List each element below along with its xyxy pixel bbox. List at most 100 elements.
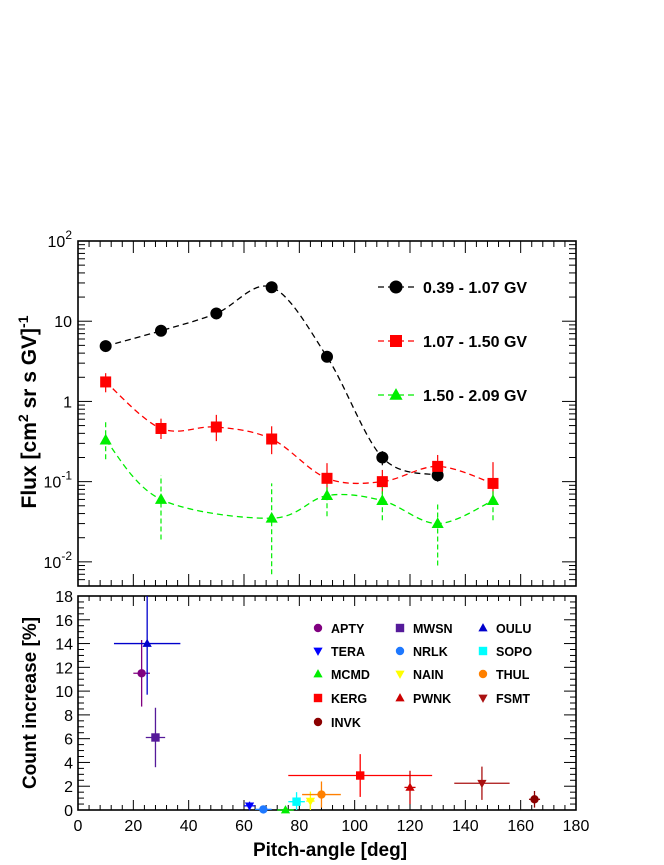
bottom-panel: 0 20 40 60 80 100 120 140 160 180024681012141618 … xyxy=(20,589,589,861)
top-ytick-label-base: 10 xyxy=(48,234,66,251)
bottom-ylabel: Count increase [%] xyxy=(20,617,41,789)
bottom-ytick-label: 16 xyxy=(55,613,73,630)
top-data-point xyxy=(376,476,388,488)
bottom-legend-marker xyxy=(313,717,323,727)
top-data-point xyxy=(265,281,278,294)
bottom-xtick-label: 20 xyxy=(124,818,142,835)
top-ytick-label: 10 xyxy=(54,314,72,331)
top-ylabel-main: Flux [cm xyxy=(18,422,41,508)
top-data-point xyxy=(376,494,389,506)
bottom-legend-label: TERA xyxy=(331,645,365,659)
top-data-point xyxy=(320,489,334,500)
bottom-legend-label: MCMD xyxy=(331,668,370,682)
top-data-point xyxy=(321,472,333,484)
bottom-legend-marker xyxy=(395,693,405,702)
bottom-legend-marker xyxy=(313,623,323,633)
top-data-point xyxy=(210,307,223,320)
bottom-data-point xyxy=(244,802,255,811)
bottom-data-point xyxy=(142,638,152,647)
top-ytick-label-exp: -2 xyxy=(61,549,72,563)
top-data-point xyxy=(432,460,444,472)
bottom-ytick-label: 14 xyxy=(55,637,73,654)
bottom-legend-label: FSMT xyxy=(496,692,530,706)
top-legend-label: 1.50 - 2.09 GV xyxy=(423,388,527,405)
top-ytick-label-base: 10 xyxy=(54,314,72,331)
bottom-xtick-label: 0 xyxy=(74,818,83,835)
bottom-xtick-label: 60 xyxy=(235,818,253,835)
bottom-legend-marker xyxy=(395,646,405,656)
bottom-ytick-label: 18 xyxy=(55,589,73,606)
bottom-data-point xyxy=(530,795,539,804)
top-legend-label: 0.39 - 1.07 GV xyxy=(423,280,527,297)
bottom-ytick-label: 4 xyxy=(64,755,73,772)
bottom-xtick-label: 120 xyxy=(397,818,424,835)
top-ytick-label-base: 10 xyxy=(44,555,62,572)
top-data-point xyxy=(99,433,112,445)
top-ylabel-sup2: -1 xyxy=(15,315,31,328)
bottom-legend-marker xyxy=(478,694,488,703)
top-data-point xyxy=(155,422,167,434)
top-data-point xyxy=(266,433,278,445)
top-data-point xyxy=(376,451,389,464)
bottom-data-point xyxy=(292,797,301,806)
bottom-legend-label: OULU xyxy=(496,622,531,636)
top-ytick-label: 10-2 xyxy=(44,549,73,572)
bottom-legend-label: INVK xyxy=(331,716,361,730)
bottom-data-point xyxy=(317,790,326,799)
bottom-legend-label: SOPO xyxy=(496,645,532,659)
bottom-legend-label: NRLK xyxy=(413,645,448,659)
bottom-ytick-label: 2 xyxy=(64,779,73,796)
top-ytick-label: 102 xyxy=(48,228,73,251)
bottom-ytick-label: 8 xyxy=(64,708,73,725)
bottom-data-point xyxy=(137,669,146,678)
bottom-legend-marker xyxy=(395,623,405,633)
bottom-xtick-label: 40 xyxy=(180,818,198,835)
top-data-point xyxy=(265,511,278,523)
top-data-point xyxy=(155,324,167,337)
bottom-ytick-label: 12 xyxy=(55,660,73,677)
bottom-legend-marker xyxy=(478,623,488,632)
top-data-point xyxy=(487,477,499,489)
bottom-legend-label: NAIN xyxy=(413,668,444,682)
bottom-xtick-label: 180 xyxy=(563,818,590,835)
bottom-ytick-label: 6 xyxy=(64,732,73,749)
top-ylabel-mid: sr s GV] xyxy=(18,328,41,414)
top-axis-ticks xyxy=(77,240,577,587)
bottom-legend: APTY MWSN OULU TERA NRLK SOPO MCMD NAIN THUL KERG… xyxy=(313,622,532,730)
bottom-legend-label: PWNK xyxy=(413,692,451,706)
top-data-point xyxy=(321,350,333,363)
top-legend-marker xyxy=(389,388,403,400)
bottom-data-points xyxy=(113,596,541,814)
top-data-point xyxy=(100,376,112,388)
top-data-point xyxy=(99,340,112,353)
bottom-xtick-label: 100 xyxy=(341,818,368,835)
bottom-xtick-label: 160 xyxy=(507,818,534,835)
top-ylabel: Flux [cm2 sr s GV]-1 xyxy=(15,315,41,508)
bottom-ytick-label: 0 xyxy=(64,803,73,820)
bottom-data-point xyxy=(405,782,415,791)
bottom-legend-marker xyxy=(478,669,488,679)
top-ylabel-sup1: 2 xyxy=(15,414,31,422)
top-data-point xyxy=(431,517,444,528)
bottom-legend-label: APTY xyxy=(331,622,365,636)
top-ytick-label: 1 xyxy=(63,394,72,411)
bottom-legend-marker xyxy=(313,669,323,678)
bottom-legend-marker xyxy=(478,646,488,656)
bottom-tick-labels: 0 20 40 60 80 100 120 140 160 180 0 2 4 6 8 10 12 14 16 18 xyxy=(55,589,589,835)
top-ytick-label-base: 10 xyxy=(44,475,62,492)
bottom-data-point xyxy=(151,733,160,742)
bottom-data-point xyxy=(356,771,365,780)
top-legend-marker xyxy=(390,335,402,347)
bottom-legend-marker xyxy=(313,693,323,703)
top-legend-marker xyxy=(389,280,403,294)
bottom-xtick-label: 80 xyxy=(290,818,308,835)
bottom-legend-marker xyxy=(395,670,405,679)
bottom-data-point xyxy=(280,805,291,814)
top-ytick-label-base: 1 xyxy=(63,394,72,411)
top-data-point xyxy=(154,493,168,504)
bottom-axis-ticks xyxy=(77,595,577,811)
top-ytick-label: 10-1 xyxy=(44,469,73,492)
